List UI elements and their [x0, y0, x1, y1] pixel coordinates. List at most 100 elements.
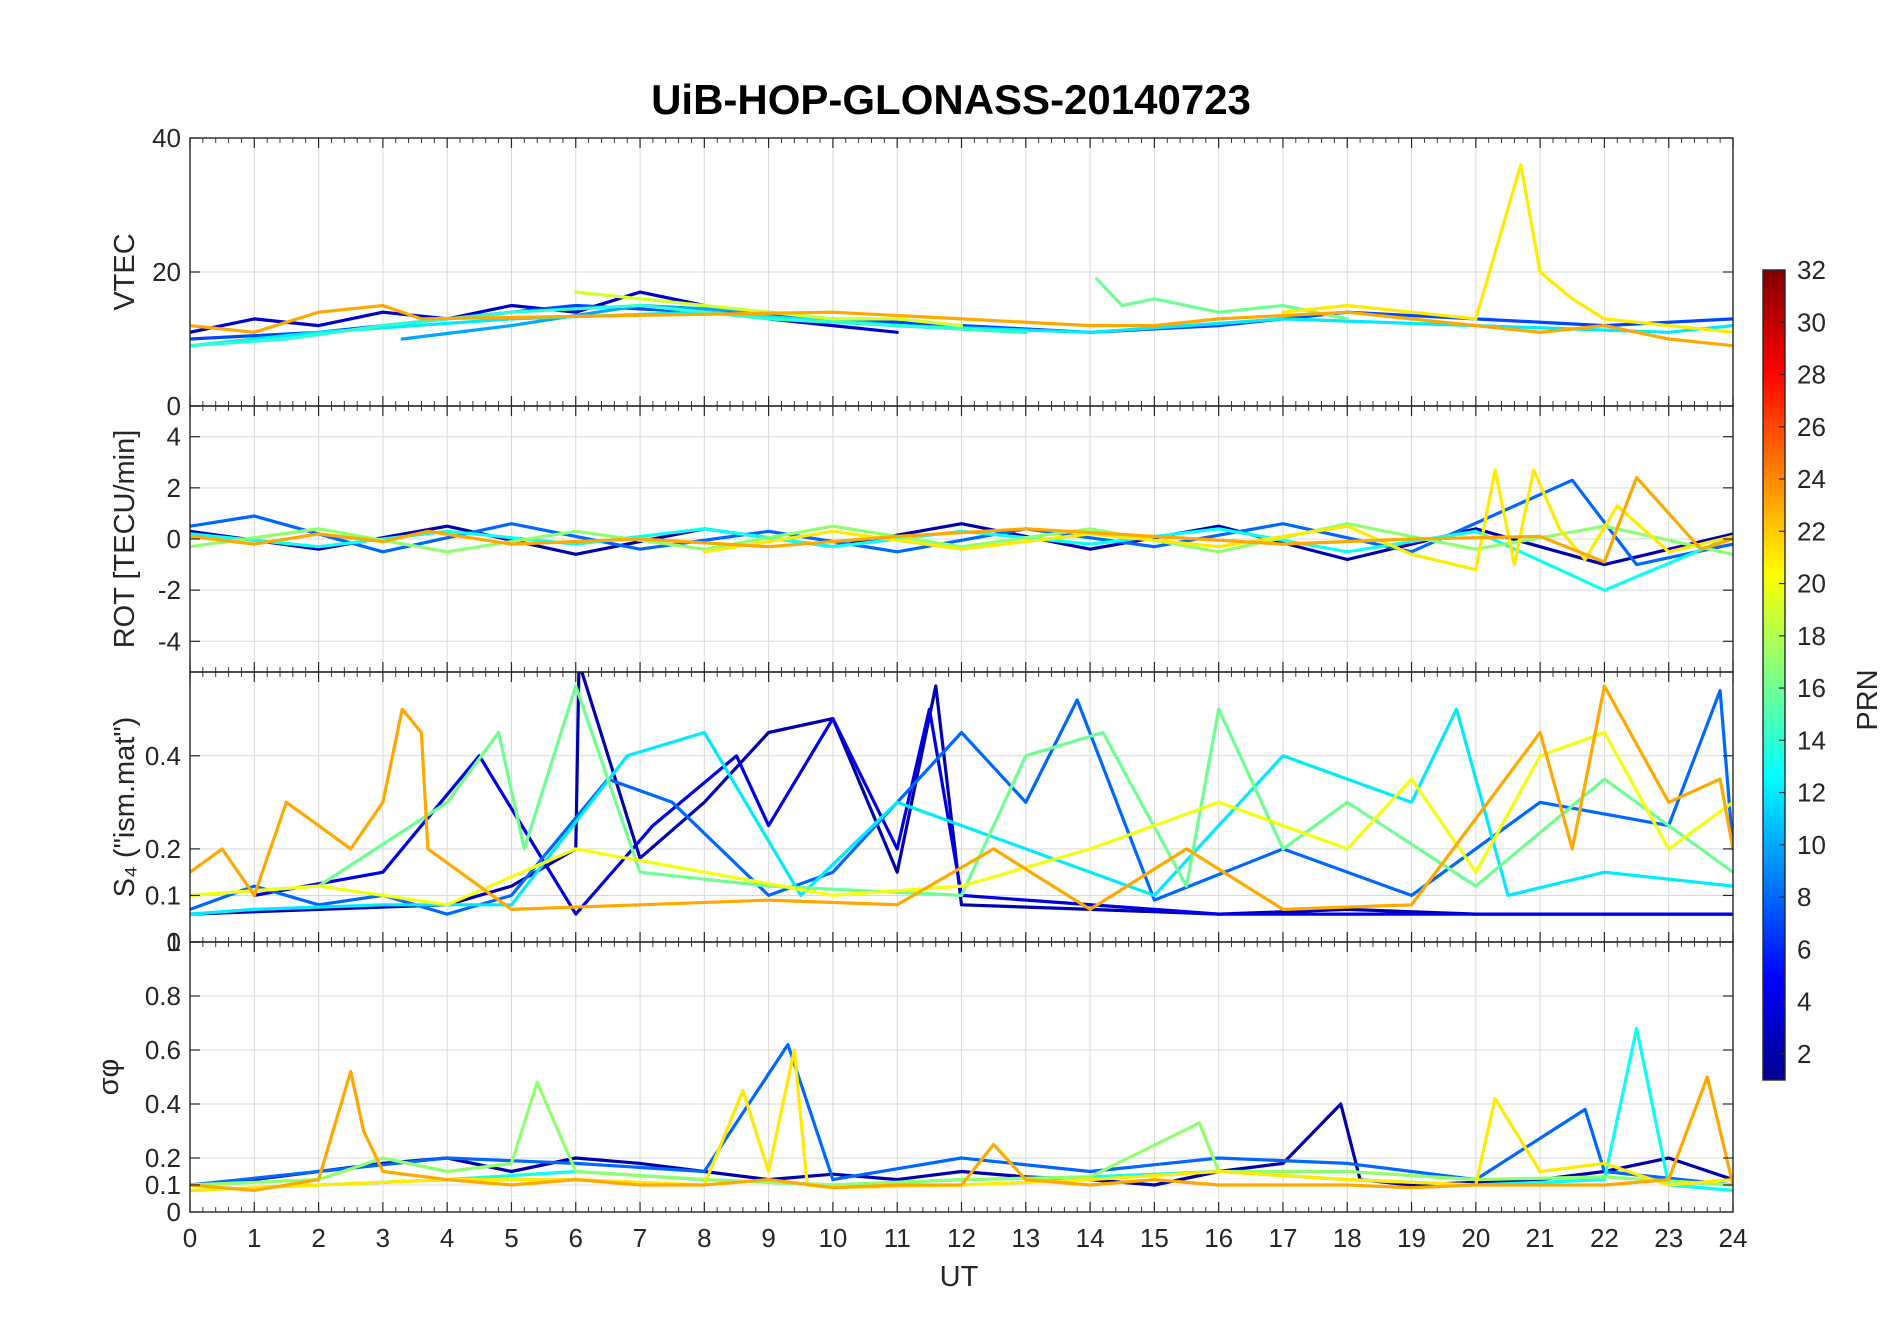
y-axis-label: VTEC	[109, 233, 141, 310]
y-tick-label: 4	[167, 422, 181, 452]
x-tick-label: 20	[1461, 1223, 1490, 1253]
y-tick-label: 0.2	[145, 834, 181, 864]
series-line-prn-16	[190, 684, 1733, 897]
series-line-prn-14	[190, 303, 1028, 348]
x-tick-label: 0	[183, 1223, 197, 1253]
colorbar-tick-label: 30	[1797, 307, 1826, 337]
x-tick-label: 1	[247, 1223, 261, 1253]
series-line-prn-21	[1281, 163, 1733, 334]
colorbar-tick-label: 8	[1797, 882, 1811, 912]
x-tick-label: 21	[1526, 1223, 1555, 1253]
series-line-prn-17	[190, 1080, 1733, 1187]
series-line-prn-23	[190, 303, 1733, 348]
x-tick-label: 22	[1590, 1223, 1619, 1253]
series-line-prn-8	[190, 478, 1733, 567]
x-tick-label: 8	[697, 1223, 711, 1253]
x-tick-label: 18	[1333, 1223, 1362, 1253]
y-tick-label: -2	[158, 575, 181, 605]
y-tick-label: 20	[152, 257, 181, 287]
colorbar-tick-label: 24	[1797, 464, 1826, 494]
ticks	[189, 406, 1734, 672]
x-tick-label: 10	[818, 1223, 847, 1253]
series-line-prn-23	[190, 1070, 1733, 1192]
x-tick-label: 5	[504, 1223, 518, 1253]
x-tick-label: 23	[1654, 1223, 1683, 1253]
x-tick-label: 3	[376, 1223, 390, 1253]
ticks	[189, 941, 1734, 1213]
series-line-prn-17	[190, 522, 1733, 556]
y-tick-label: 2	[167, 473, 181, 503]
y-tick-label: 0.4	[145, 1089, 181, 1119]
x-tick-label: 9	[761, 1223, 775, 1253]
y-axis-label: σφ	[93, 1059, 125, 1096]
series-line-prn-23	[190, 476, 1733, 564]
y-tick-label: 0.1	[145, 880, 181, 910]
series-line-prn-20	[190, 730, 1733, 907]
series-group	[190, 672, 1733, 916]
colorbar-tick-label: 10	[1797, 830, 1826, 860]
series-group	[190, 468, 1733, 592]
colorbar-tick-label: 18	[1797, 621, 1826, 651]
x-tick-label: 6	[569, 1223, 583, 1253]
series-group	[190, 163, 1733, 348]
x-axis-label: UT	[940, 1261, 979, 1293]
ticks	[189, 137, 1734, 407]
x-tick-label: 11	[884, 1223, 911, 1253]
x-tick-label: 13	[1011, 1223, 1040, 1253]
colorbar-tick-label: 16	[1797, 673, 1826, 703]
series-line-prn-8	[190, 1043, 1733, 1187]
series-line-prn-21	[702, 468, 1733, 572]
y-tick-label: 0.1	[145, 1170, 181, 1200]
y-tick-label: 0.2	[145, 1143, 181, 1173]
x-tick-label: 2	[311, 1223, 325, 1253]
colorbar-tick-label: 14	[1797, 725, 1826, 755]
colorbar-label: PRN	[1852, 669, 1884, 730]
panel-sigma-phi: 00.10.20.40.60.810 1 2 3 4 5 6 7 8 9 10 11 12 13 14 15 1…	[93, 927, 1747, 1253]
y-tick-label: 0	[167, 391, 181, 421]
panel-s4: 0 0.1 0.2 0.4S₄ ("ism.mat")	[109, 671, 1734, 957]
y-tick-label: 0.6	[145, 1035, 181, 1065]
series-line-prn-23	[190, 684, 1733, 911]
x-tick-label: 12	[947, 1223, 976, 1253]
colorbar-frame	[1762, 269, 1786, 1081]
colorbar-tick-label: 2	[1797, 1039, 1811, 1069]
series-line-prn-16	[1094, 277, 1349, 321]
y-tick-label: 0	[167, 927, 181, 957]
colorbar-tick-label: 12	[1797, 778, 1826, 808]
grid	[189, 137, 1734, 407]
x-tick-label: 7	[633, 1223, 647, 1253]
series-line-prn-2	[190, 1102, 1733, 1187]
colorbar-tick-label: 6	[1797, 934, 1811, 964]
y-tick-label: 1	[167, 927, 181, 957]
x-tick-label: 15	[1140, 1223, 1169, 1253]
colorbar-tick-label: 26	[1797, 412, 1826, 442]
y-tick-label: 0	[167, 1197, 181, 1227]
colorbar-gradient	[1763, 270, 1785, 1080]
x-tick-label: 16	[1204, 1223, 1233, 1253]
x-tick-label: 4	[440, 1223, 454, 1253]
y-tick-label: 0.8	[145, 981, 181, 1011]
y-tick-label: 0.4	[145, 741, 181, 771]
colorbar-tick-label: 4	[1797, 987, 1811, 1017]
series-group	[190, 1026, 1733, 1192]
colorbar-tick-label: 22	[1797, 516, 1826, 546]
figure-title: UiB-HOP-GLONASS-20140723	[651, 76, 1251, 123]
colorbar-tick-label: 28	[1797, 360, 1826, 390]
series-line-prn-2	[190, 522, 1733, 567]
ticks	[189, 672, 1734, 943]
x-tick-label: 17	[1268, 1223, 1297, 1253]
y-tick-label: -4	[158, 626, 181, 656]
y-axis-label: S₄ ("ism.mat")	[109, 717, 141, 898]
colorbar-tick-label: 32	[1797, 255, 1826, 285]
y-tick-label: 40	[152, 123, 181, 153]
x-tick-label: 14	[1076, 1223, 1105, 1253]
x-tick-label: 19	[1397, 1223, 1426, 1253]
y-axis-label: ROT [TECU/min]	[109, 430, 141, 649]
colorbar-tick-label: 20	[1797, 569, 1826, 599]
panel-rot: -4 -2 0 2 4 ROT [TECU/min]	[109, 405, 1734, 673]
y-tick-label: 0	[167, 524, 181, 554]
x-tick-label: 24	[1719, 1223, 1748, 1253]
